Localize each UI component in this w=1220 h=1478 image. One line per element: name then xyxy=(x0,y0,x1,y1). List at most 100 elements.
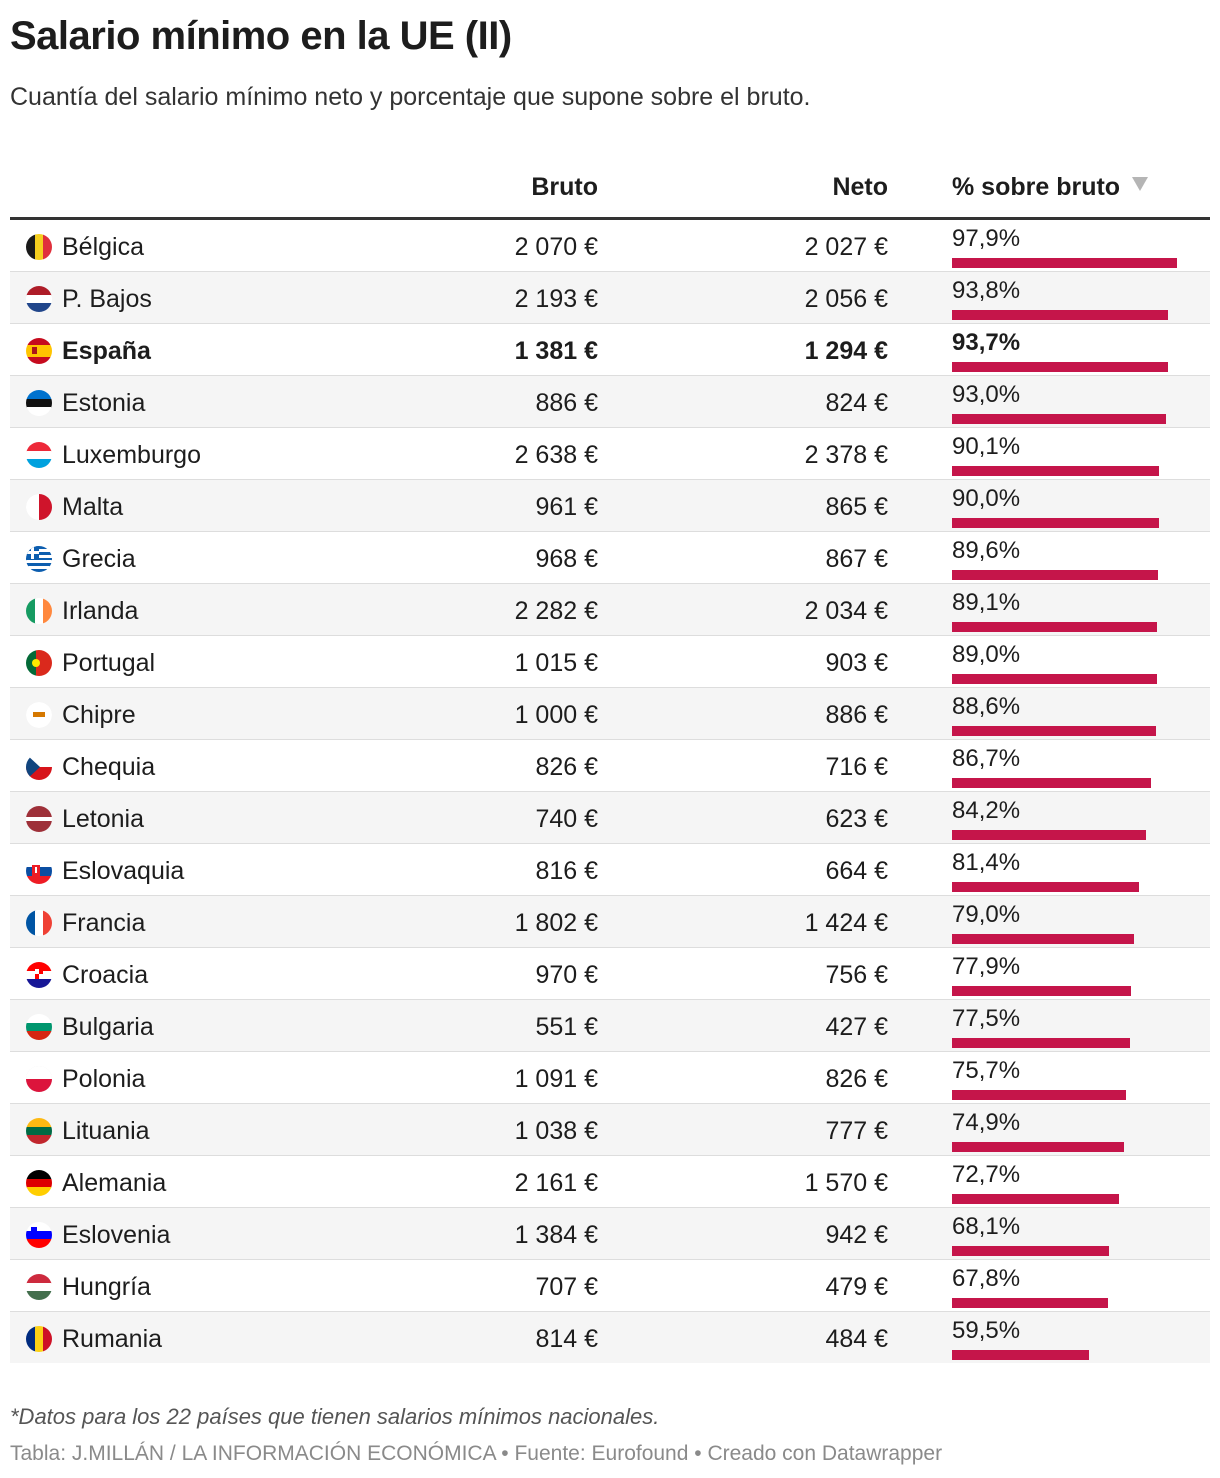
neto-cell: 867 € xyxy=(825,545,888,573)
neto-cell: 826 € xyxy=(825,1065,888,1093)
table-row: Grecia 968 € 867 € 89,6% xyxy=(10,532,1210,584)
flag-icon-ie xyxy=(26,598,52,624)
table-note: *Datos para los 22 países que tienen sal… xyxy=(10,1404,660,1429)
neto-cell: 1 424 € xyxy=(804,909,888,937)
pct-label: 77,9% xyxy=(952,953,1021,980)
table-row: España 1 381 € 1 294 € 93,7% xyxy=(10,324,1210,376)
table-row: Chequia 826 € 716 € 86,7% xyxy=(10,740,1210,792)
neto-cell: 865 € xyxy=(825,493,888,521)
country-cell: Eslovenia xyxy=(62,1221,171,1249)
flag-icon-sk xyxy=(26,858,52,884)
pct-label: 67,8% xyxy=(952,1265,1021,1292)
pct-bar xyxy=(952,310,1168,320)
table-row: Chipre 1 000 € 886 € 88,6% xyxy=(10,688,1210,740)
pct-label: 93,8% xyxy=(952,277,1021,304)
pct-label: 89,0% xyxy=(952,641,1021,668)
pct-bar xyxy=(952,258,1178,268)
neto-cell: 1 294 € xyxy=(804,337,888,365)
pct-label: 90,0% xyxy=(952,485,1021,512)
pct-bar xyxy=(952,830,1146,840)
pct-bar xyxy=(952,934,1134,944)
column-header-pct-label: % sobre bruto xyxy=(952,173,1121,201)
bruto-cell: 2 638 € xyxy=(514,441,598,469)
pct-bar xyxy=(952,1350,1089,1360)
neto-cell: 2 027 € xyxy=(804,233,888,261)
flag-icon-hu xyxy=(26,1274,52,1300)
table-row: Lituania 1 038 € 777 € 74,9% xyxy=(10,1104,1210,1156)
bruto-cell: 968 € xyxy=(535,545,598,573)
chart-title: Salario mínimo en la UE (II) xyxy=(10,14,512,58)
pct-bar xyxy=(952,1246,1109,1256)
flag-icon-es xyxy=(26,338,52,364)
flag-icon-fr xyxy=(26,910,52,936)
pct-bar xyxy=(952,518,1159,528)
bruto-cell: 1 091 € xyxy=(514,1065,598,1093)
table-row: Malta 961 € 865 € 90,0% xyxy=(10,480,1210,532)
table-row: Croacia 970 € 756 € 77,9% xyxy=(10,948,1210,1000)
flag-icon-lv xyxy=(26,806,52,832)
pct-label: 68,1% xyxy=(952,1213,1021,1240)
flag-icon-be xyxy=(26,234,52,260)
pct-bar xyxy=(952,986,1132,996)
pct-bar xyxy=(952,726,1156,736)
country-cell: Eslovaquia xyxy=(62,857,185,885)
country-cell: Luxemburgo xyxy=(62,441,201,469)
column-header-bruto[interactable]: Bruto xyxy=(531,173,598,201)
neto-cell: 664 € xyxy=(825,857,888,885)
neto-cell: 623 € xyxy=(825,805,888,833)
pct-bar xyxy=(952,1194,1120,1204)
pct-label: 81,4% xyxy=(952,849,1021,876)
neto-cell: 427 € xyxy=(825,1013,888,1041)
flag-icon-gr xyxy=(26,546,52,572)
pct-label: 97,9% xyxy=(952,225,1021,252)
table-row: Eslovenia 1 384 € 942 € 68,1% xyxy=(10,1208,1210,1260)
pct-bar xyxy=(952,1090,1127,1100)
table-row: Eslovaquia 816 € 664 € 81,4% xyxy=(10,844,1210,896)
sort-descending-icon[interactable] xyxy=(1132,177,1149,191)
pct-label: 59,5% xyxy=(952,1317,1021,1344)
country-cell: Portugal xyxy=(62,649,156,677)
neto-cell: 824 € xyxy=(825,389,888,417)
pct-label: 75,7% xyxy=(952,1057,1021,1084)
country-cell: Lituania xyxy=(62,1117,150,1145)
country-cell: Irlanda xyxy=(62,597,139,625)
table-row: Polonia 1 091 € 826 € 75,7% xyxy=(10,1052,1210,1104)
bruto-cell: 551 € xyxy=(535,1013,598,1041)
flag-icon-de xyxy=(26,1170,52,1196)
bruto-cell: 1 384 € xyxy=(514,1221,598,1249)
chart-subtitle: Cuantía del salario mínimo neto y porcen… xyxy=(10,83,811,111)
country-cell: Chipre xyxy=(62,701,136,729)
pct-bar xyxy=(952,362,1168,372)
country-cell: Letonia xyxy=(62,805,145,833)
pct-label: 89,1% xyxy=(952,589,1021,616)
pct-bar xyxy=(952,778,1152,788)
table-footer: Tabla: J.MILLÁN / LA INFORMACIÓN ECONÓMI… xyxy=(10,1442,943,1465)
country-cell: Bélgica xyxy=(62,233,144,261)
bruto-cell: 970 € xyxy=(535,961,598,989)
bruto-cell: 1 015 € xyxy=(514,649,598,677)
neto-cell: 942 € xyxy=(825,1221,888,1249)
neto-cell: 484 € xyxy=(825,1325,888,1353)
header-divider xyxy=(10,217,1210,220)
column-header-pct[interactable]: % sobre bruto xyxy=(952,172,1149,202)
pct-label: 89,6% xyxy=(952,537,1021,564)
pct-bar xyxy=(952,466,1160,476)
neto-cell: 2 056 € xyxy=(804,285,888,313)
flag-icon-cz xyxy=(26,754,52,780)
bruto-cell: 1 038 € xyxy=(514,1117,598,1145)
bruto-cell: 816 € xyxy=(535,857,598,885)
country-cell: Hungría xyxy=(62,1273,151,1301)
country-cell: Croacia xyxy=(62,961,149,989)
pct-bar xyxy=(952,622,1157,632)
table-row: Francia 1 802 € 1 424 € 79,0% xyxy=(10,896,1210,948)
pct-bar xyxy=(952,414,1166,424)
bruto-cell: 740 € xyxy=(535,805,598,833)
bruto-cell: 707 € xyxy=(535,1273,598,1301)
pct-bar xyxy=(952,1298,1108,1308)
neto-cell: 2 378 € xyxy=(804,441,888,469)
table-body: Bélgica 2 070 € 2 027 € 97,9% P. Bajos 2 193 … xyxy=(10,220,1210,1363)
country-cell: P. Bajos xyxy=(62,285,152,313)
column-header-neto[interactable]: Neto xyxy=(832,173,888,201)
country-cell: Estonia xyxy=(62,389,146,417)
flag-icon-ee xyxy=(26,390,52,416)
